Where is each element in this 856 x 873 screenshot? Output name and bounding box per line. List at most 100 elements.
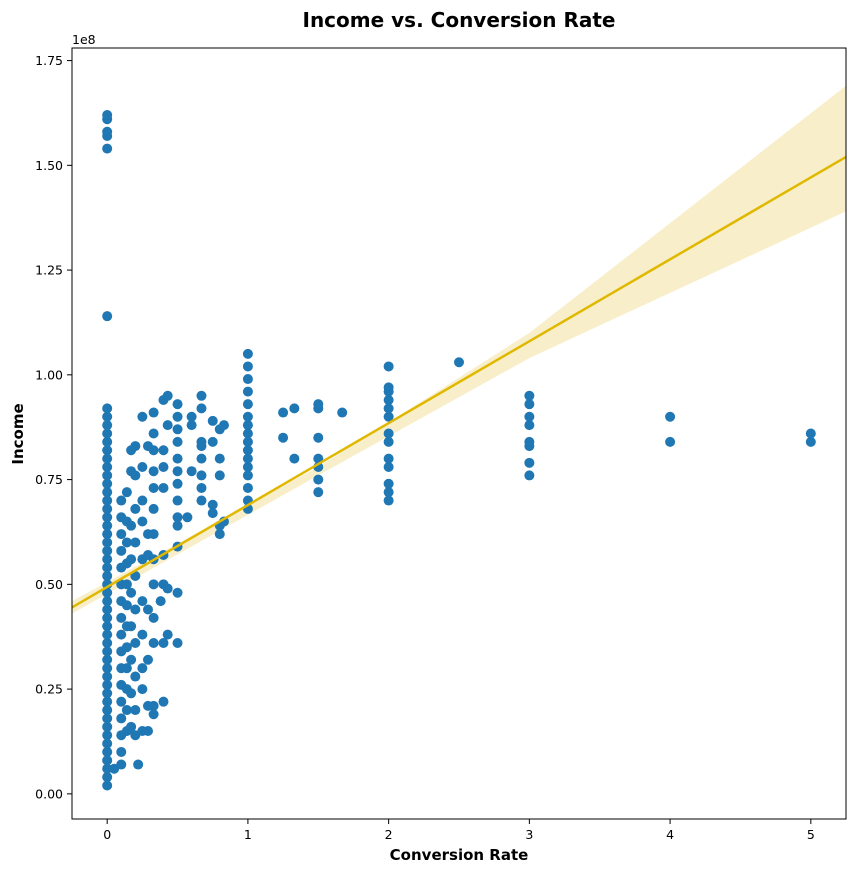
data-point	[137, 462, 148, 473]
data-point	[214, 453, 225, 464]
data-point	[102, 545, 113, 556]
data-point	[313, 399, 324, 410]
data-point	[126, 554, 137, 565]
data-point	[148, 428, 159, 439]
data-point	[102, 629, 113, 640]
data-point	[102, 746, 113, 757]
data-point	[242, 445, 253, 456]
data-point	[102, 587, 113, 598]
data-point	[130, 671, 141, 682]
data-point	[102, 646, 113, 657]
data-point	[289, 453, 300, 464]
data-point	[207, 415, 218, 426]
data-point	[102, 470, 113, 481]
data-point	[196, 403, 207, 414]
data-point	[130, 503, 141, 514]
y-tick-label: 0.00	[35, 786, 63, 801]
data-point	[383, 495, 394, 506]
data-point	[289, 403, 300, 414]
data-point	[121, 579, 132, 590]
data-point	[102, 487, 113, 498]
data-point	[172, 520, 183, 531]
data-point	[142, 726, 153, 737]
data-point	[172, 436, 183, 447]
data-point	[172, 478, 183, 489]
data-point	[102, 529, 113, 540]
data-point	[524, 436, 535, 447]
data-point	[126, 721, 137, 732]
data-point	[116, 529, 127, 540]
data-point	[130, 570, 141, 581]
data-point	[102, 780, 113, 791]
data-point	[102, 713, 113, 724]
data-point	[148, 445, 159, 456]
data-point	[242, 428, 253, 439]
data-point	[242, 348, 253, 359]
data-point	[313, 453, 324, 464]
x-tick-label: 5	[807, 827, 815, 842]
data-point	[137, 495, 148, 506]
data-point	[121, 663, 132, 674]
x-axis-ticks: 0 1 2 3 4 5	[103, 819, 815, 842]
data-point	[383, 453, 394, 464]
data-point	[102, 436, 113, 447]
data-point	[196, 495, 207, 506]
data-point	[196, 470, 207, 481]
data-point	[102, 495, 113, 506]
data-point	[196, 436, 207, 447]
data-point	[242, 436, 253, 447]
data-point	[102, 755, 113, 766]
y-tick-label: 1.50	[35, 158, 63, 173]
data-point	[383, 487, 394, 498]
data-point	[242, 482, 253, 493]
data-point	[142, 604, 153, 615]
data-point	[102, 411, 113, 422]
data-point	[102, 596, 113, 607]
data-point	[126, 654, 137, 665]
data-point	[207, 436, 218, 447]
data-point	[313, 487, 324, 498]
y-tick-label: 0.50	[35, 577, 63, 592]
data-point	[102, 570, 113, 581]
data-point	[242, 399, 253, 410]
y-tick-label: 1.25	[35, 263, 63, 278]
data-point	[148, 529, 159, 540]
data-point	[313, 432, 324, 443]
data-point	[278, 432, 289, 443]
data-point	[116, 759, 127, 770]
data-point	[121, 600, 132, 611]
data-point	[158, 638, 169, 649]
data-point	[130, 604, 141, 615]
data-point	[116, 612, 127, 623]
data-point	[524, 457, 535, 468]
y-tick-label: 1.00	[35, 367, 63, 382]
data-point	[148, 579, 159, 590]
data-point	[207, 508, 218, 519]
data-point	[102, 772, 113, 783]
data-point	[196, 390, 207, 401]
data-point	[130, 470, 141, 481]
regression-line	[72, 155, 846, 609]
data-point	[137, 663, 148, 674]
data-point	[665, 436, 676, 447]
data-point	[172, 466, 183, 477]
data-point	[805, 436, 816, 447]
data-point	[278, 407, 289, 418]
data-point	[383, 462, 394, 473]
data-point	[130, 638, 141, 649]
data-point	[524, 420, 535, 431]
y-axis-offset-label: 1e8	[72, 32, 96, 47]
data-point	[148, 638, 159, 649]
data-point	[102, 705, 113, 716]
data-point	[121, 642, 132, 653]
data-point	[383, 394, 394, 405]
data-point	[102, 621, 113, 632]
data-point	[383, 436, 394, 447]
confidence-band	[72, 85, 846, 614]
data-point	[158, 445, 169, 456]
data-point	[102, 445, 113, 456]
data-point	[242, 453, 253, 464]
y-tick-label: 0.75	[35, 472, 63, 487]
data-point	[337, 407, 348, 418]
data-point	[524, 390, 535, 401]
